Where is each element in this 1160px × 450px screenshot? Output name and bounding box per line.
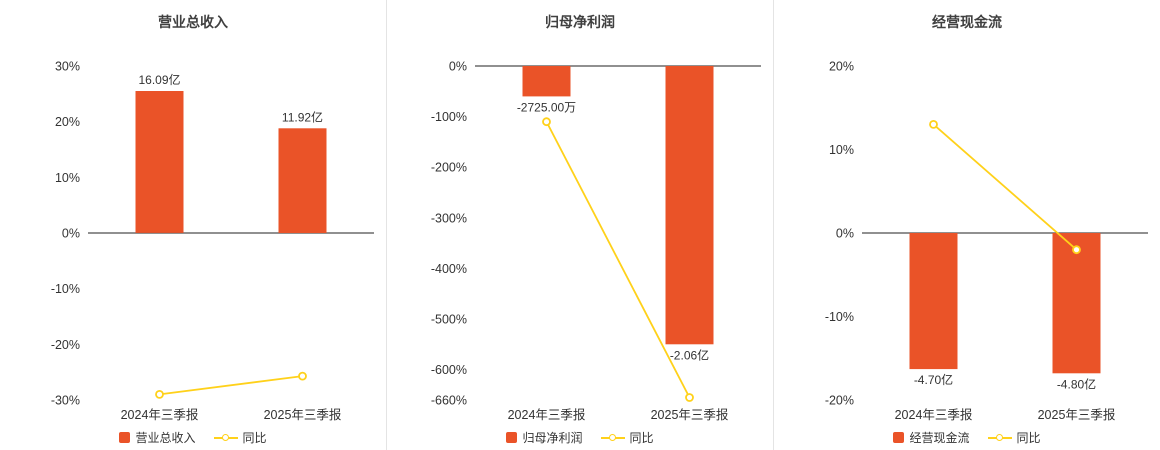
legend-bar-label: 归母净利润 [522, 431, 583, 445]
svg-text:2024年三季报: 2024年三季报 [508, 407, 586, 422]
svg-text:-500%: -500% [431, 313, 467, 327]
svg-text:-200%: -200% [431, 161, 467, 175]
svg-text:11.92亿: 11.92亿 [282, 109, 323, 124]
svg-text:-20%: -20% [51, 338, 80, 352]
svg-text:-20%: -20% [825, 394, 854, 408]
line-marker-icon [995, 433, 1003, 441]
svg-text:-600%: -600% [431, 363, 467, 377]
net-profit-chart: 0% -100% -200% -300% -400% -500% -600% -660% -27… [431, 60, 761, 422]
chart-panel-net-profit: 归母净利润 0% -100% -200% -300% -400% -500% -600% -6… [386, 0, 773, 450]
chart-panel-revenue: 营业总收入 30% 20% 10% 0% -10% -20% -30% 16.09亿 11.92… [0, 0, 386, 450]
svg-text:20%: 20% [55, 115, 80, 129]
svg-text:-4.70亿: -4.70亿 [914, 372, 953, 387]
svg-text:-300%: -300% [431, 211, 467, 225]
svg-text:2024年三季报: 2024年三季报 [121, 407, 199, 422]
legend-item-bar: 营业总收入 [119, 429, 196, 446]
svg-text:2025年三季报: 2025年三季报 [1038, 407, 1116, 422]
svg-text:-2725.00万: -2725.00万 [517, 100, 576, 114]
svg-text:-10%: -10% [51, 282, 80, 296]
legend-item-line: 同比 [213, 429, 267, 446]
svg-text:-660%: -660% [431, 394, 467, 408]
chart-panel-cashflow: 经营现金流 20% 10% 0% -10% -20% -4.70亿 -4.80亿 2024年三… [773, 0, 1160, 450]
svg-text:0%: 0% [62, 227, 80, 241]
line-swatch-icon [987, 433, 1012, 442]
legend-bar-label: 营业总收入 [135, 431, 196, 445]
svg-text:10%: 10% [55, 171, 80, 185]
chart-legend-cashflow: 经营现金流 同比 [774, 429, 1160, 446]
line-marker-icon [608, 433, 616, 441]
svg-text:20%: 20% [829, 60, 854, 74]
chart-legend-revenue: 营业总收入 同比 [0, 429, 386, 446]
legend-bar-label: 经营现金流 [909, 431, 970, 445]
svg-text:-4.80亿: -4.80亿 [1057, 376, 1096, 391]
legend-item-line: 同比 [987, 429, 1041, 446]
svg-text:-2.06亿: -2.06亿 [670, 347, 709, 362]
line-swatch-icon [213, 433, 238, 442]
bar-swatch-icon [893, 432, 905, 443]
chart-title-net-profit: 归母净利润 [545, 14, 615, 30]
svg-text:30%: 30% [55, 60, 80, 74]
line-marker-icon [221, 433, 229, 441]
svg-text:-10%: -10% [825, 310, 854, 324]
legend-item-bar: 经营现金流 [893, 429, 970, 446]
chart-title-cashflow: 经营现金流 [932, 14, 1002, 30]
bar-swatch-icon [506, 432, 518, 443]
legend-item-bar: 归母净利润 [506, 429, 583, 446]
bar-swatch-icon [119, 432, 131, 443]
line-swatch-icon [600, 433, 625, 442]
svg-text:16.09亿: 16.09亿 [138, 72, 180, 87]
revenue-chart: 30% 20% 10% 0% -10% -20% -30% 16.09亿 11.92亿 2024年… [51, 60, 374, 422]
svg-text:2025年三季报: 2025年三季报 [264, 407, 342, 422]
svg-text:-100%: -100% [431, 110, 467, 124]
svg-text:2024年三季报: 2024年三季报 [895, 407, 973, 422]
svg-text:0%: 0% [836, 227, 854, 241]
legend-line-label: 同比 [629, 431, 654, 445]
svg-text:-400%: -400% [431, 262, 467, 276]
svg-text:-30%: -30% [51, 394, 80, 408]
svg-text:10%: 10% [829, 143, 854, 157]
chart-legend-net-profit: 归母净利润 同比 [387, 429, 773, 446]
legend-line-label: 同比 [242, 431, 267, 445]
chart-title-revenue: 营业总收入 [158, 14, 228, 30]
legend-line-label: 同比 [1016, 431, 1041, 445]
svg-text:0%: 0% [449, 60, 467, 74]
legend-item-line: 同比 [600, 429, 654, 446]
svg-text:2025年三季报: 2025年三季报 [651, 407, 729, 422]
operating-cashflow-chart: 20% 10% 0% -10% -20% -4.70亿 -4.80亿 2024年三季报 2025… [825, 60, 1148, 422]
